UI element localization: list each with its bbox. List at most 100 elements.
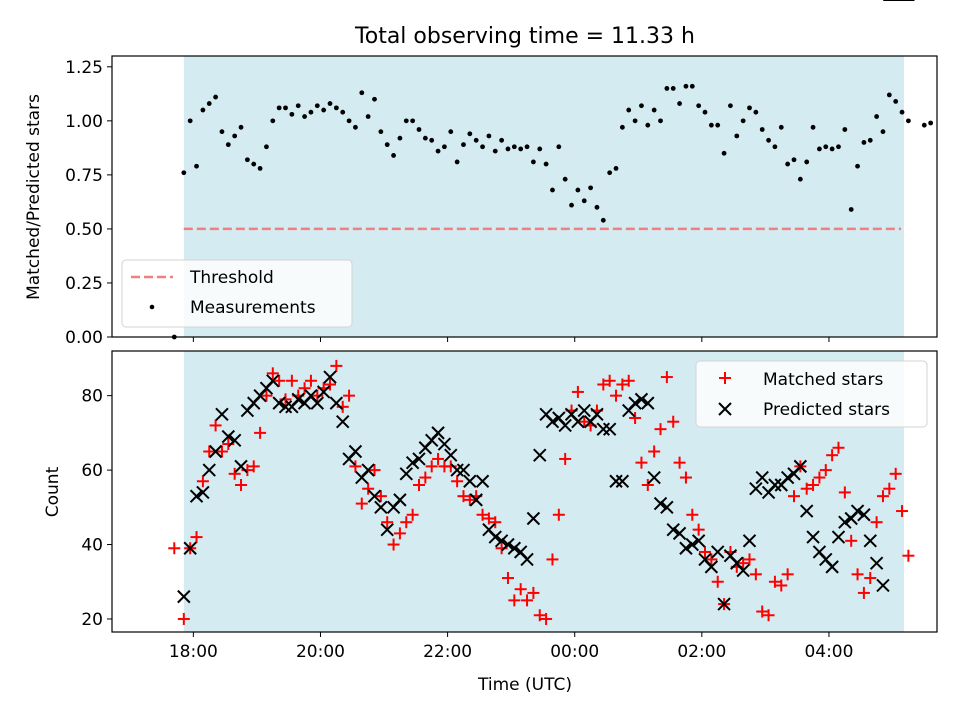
x-tick-label: 22:00 <box>423 642 472 662</box>
measurement-point <box>473 137 479 143</box>
matched-star-point <box>851 568 864 581</box>
matched-star-point <box>196 475 209 488</box>
measurement-point <box>511 144 517 150</box>
predicted-star-point <box>196 485 210 500</box>
predicted-star-point <box>806 530 820 544</box>
measurement-point <box>327 101 333 106</box>
bottom-y-tick-label: 20 <box>81 610 103 630</box>
measurement-point <box>658 118 663 124</box>
predicted-star-point <box>526 511 541 526</box>
matched-star-point <box>832 441 845 454</box>
predicted-star-point <box>405 455 420 470</box>
measurement-point <box>928 120 934 126</box>
predicted-star-point <box>857 508 871 522</box>
measurement-point <box>899 109 905 115</box>
measurement-point <box>804 159 810 165</box>
top-y-ticks: 0.00 0.25 0.50 0.75 1.00 1.25 <box>65 58 112 348</box>
matched-star-point <box>819 464 832 477</box>
matched-star-point <box>254 426 267 439</box>
measurement-point <box>346 118 352 124</box>
measurement-point <box>225 142 231 148</box>
predicted-star-point <box>310 396 325 410</box>
predicted-star-point <box>558 418 572 433</box>
predicted-star-point <box>412 452 426 466</box>
matched-star-point <box>864 572 877 585</box>
matched-star-point <box>482 512 495 525</box>
x-tick-label: 02:00 <box>677 642 726 662</box>
measurement-point <box>810 124 816 130</box>
measurement-point <box>333 105 339 111</box>
measurement-point <box>867 137 873 143</box>
measurement-point <box>689 83 695 89</box>
predicted-star-point <box>437 437 452 451</box>
measurement-point <box>416 127 422 132</box>
predicted-star-point <box>799 504 814 518</box>
measurement-point <box>632 118 638 124</box>
matched-star-point <box>451 475 464 488</box>
predicted-star-point <box>367 489 382 503</box>
measurement-point <box>842 127 848 132</box>
matched-star-point <box>679 471 692 484</box>
measurement-point <box>257 166 263 171</box>
matched-star-point <box>629 411 642 424</box>
matched-star-point <box>508 594 521 607</box>
measurement-point <box>823 144 829 150</box>
measurement-point <box>766 137 771 143</box>
matched-star-point <box>622 374 635 387</box>
predicted-star-point <box>876 578 890 593</box>
predicted-star-point <box>475 474 490 488</box>
matched-star-point <box>749 568 762 581</box>
measurement-point <box>289 111 295 117</box>
measurement-point <box>244 157 250 163</box>
measurement-point <box>797 176 803 182</box>
predicted-star-point <box>825 560 839 574</box>
measurement-point <box>264 144 269 150</box>
measurement-point <box>403 118 409 124</box>
legend-matched-label: Matched stars <box>763 370 883 390</box>
matched-star-point <box>349 460 362 473</box>
measurement-point <box>187 118 193 124</box>
measurement-point <box>550 187 555 193</box>
predicted-star-point <box>227 433 242 448</box>
predicted-star-point <box>348 444 363 459</box>
matched-star-point <box>501 572 514 585</box>
matched-star-point <box>298 382 311 395</box>
measurement-point <box>429 137 435 143</box>
predicted-star-point <box>450 463 464 477</box>
top-panel: 0.00 0.25 0.50 0.75 1.00 1.25 Matched/Predict… <box>24 55 938 348</box>
measurement-point <box>283 105 288 111</box>
measurement-point <box>721 150 727 156</box>
matched-star-point <box>324 378 337 391</box>
measurement-point <box>785 161 791 167</box>
matched-star-point <box>235 478 248 491</box>
matched-star-point <box>362 482 375 495</box>
matched-star-point <box>463 493 476 506</box>
predicted-star-point <box>177 589 191 604</box>
matched-star-point <box>330 359 343 372</box>
matched-star-point <box>419 471 432 484</box>
measurement-point <box>880 129 886 135</box>
predicted-star-point <box>444 448 458 462</box>
legend-threshold-label: Threshold <box>189 268 274 288</box>
predicted-star-point <box>793 459 808 474</box>
measurement-point <box>219 129 225 135</box>
bottom-y-ticks: 20 40 60 80 <box>81 387 112 630</box>
predicted-star-point <box>393 493 407 507</box>
matched-star-point <box>476 508 489 521</box>
measurement-point <box>492 148 498 154</box>
measurement-point <box>575 187 581 193</box>
matched-star-point <box>432 452 445 465</box>
matched-star-point <box>768 575 781 588</box>
measurement-point <box>836 144 841 150</box>
measurement-point <box>613 166 619 171</box>
measurement-point <box>422 135 428 141</box>
legend-predicted-label: Predicted stars <box>763 400 890 420</box>
matched-star-point <box>807 478 820 491</box>
bottom-y-tick-label: 80 <box>81 387 103 407</box>
measurement-point <box>829 146 835 152</box>
measurement-point <box>232 133 238 139</box>
predicted-star-point <box>850 504 865 518</box>
bottom-legend-frame <box>695 360 928 428</box>
predicted-star-point <box>336 415 350 429</box>
